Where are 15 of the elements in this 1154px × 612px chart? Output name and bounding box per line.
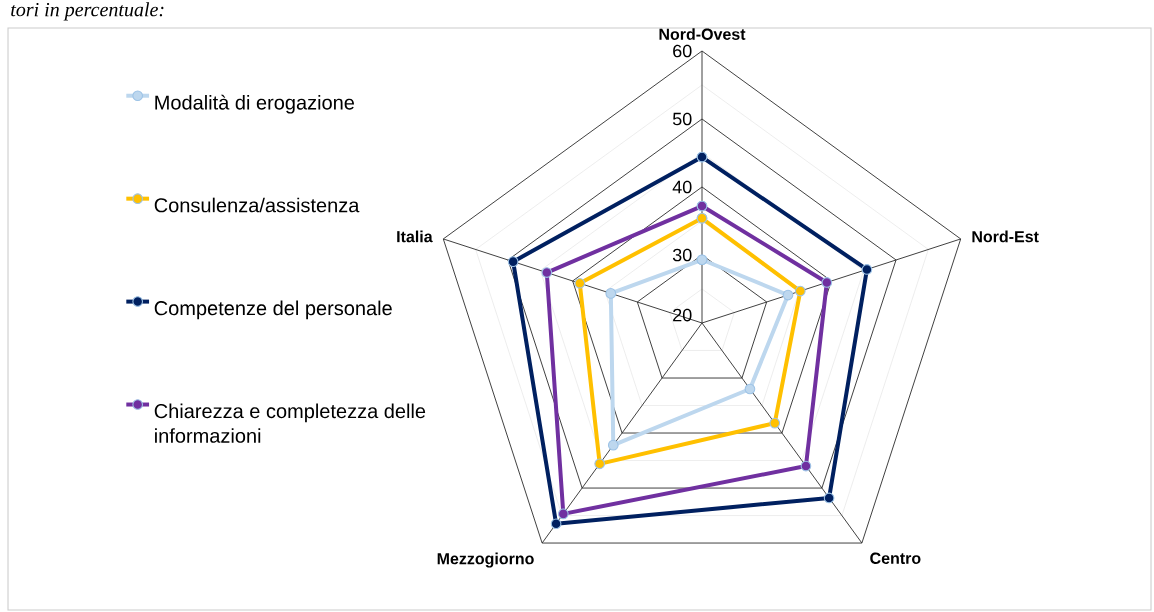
y-tick-label: 40 — [672, 180, 692, 194]
spoke-label: Nord-Est — [972, 230, 1039, 243]
y-tick-label: 60 — [673, 44, 692, 58]
legend-label: Competenze del personale — [154, 300, 392, 320]
y-tick-label: 50 — [672, 112, 692, 126]
y-tick-label: 20 — [673, 308, 692, 322]
legend-label: Chiarezza e completezza delle informazioni — [154, 403, 426, 443]
y-tick-label: 30 — [672, 248, 692, 262]
spoke-label: Nord-Ovest — [659, 28, 746, 40]
spoke-label: Mezzogiorno — [437, 552, 534, 568]
legend-label: Consulenza/assistenza — [154, 197, 360, 213]
text: tori in percentuale: — [11, 2, 164, 21]
spoke-label: Centro — [870, 552, 921, 564]
legend-label: Modalità di erogazione — [155, 94, 355, 114]
spoke-label: Italia — [397, 230, 433, 243]
